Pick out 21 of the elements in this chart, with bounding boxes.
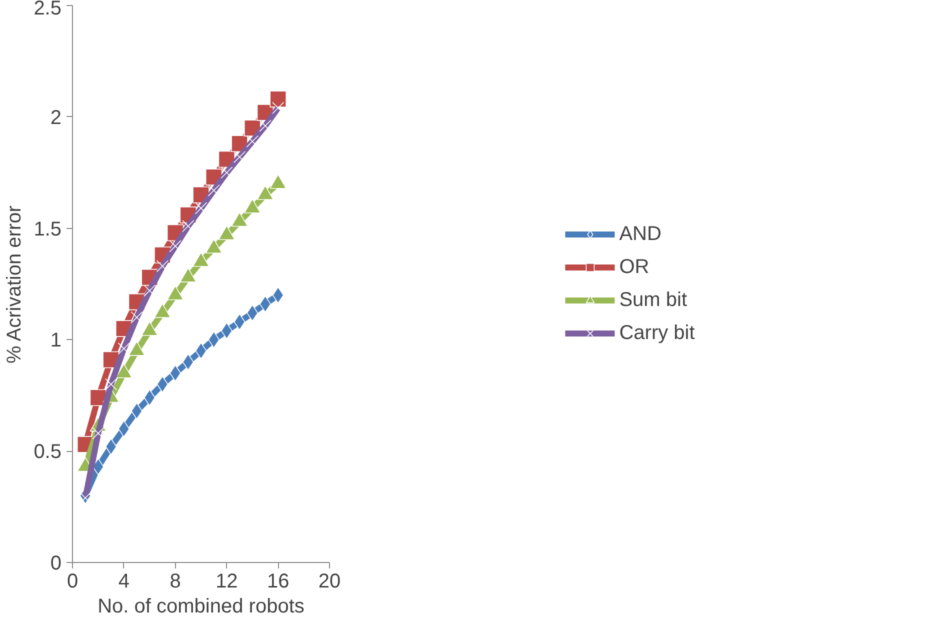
x-tick-label: 8 xyxy=(170,570,181,592)
legend-label: Sum bit xyxy=(619,288,688,312)
y-tick-label: 2 xyxy=(50,106,62,129)
x-tick-label: 16 xyxy=(266,570,290,592)
legend-label: OR xyxy=(619,256,650,278)
y-axis-title: % Acrivation error xyxy=(4,205,26,364)
x-tick-label: 12 xyxy=(216,570,238,592)
y-tick-label: 2.5 xyxy=(34,0,62,20)
point xyxy=(182,354,194,370)
x-tick-label: 0 xyxy=(66,570,78,592)
y-tick-label: 1 xyxy=(50,330,62,352)
y-tick-label: 0.5 xyxy=(34,441,62,464)
legend-label: AND xyxy=(619,222,662,246)
x-axis-title: No. of combined robots xyxy=(98,596,304,618)
legend-label: Carry bit xyxy=(619,322,695,344)
y-tick-label: 0 xyxy=(50,552,62,574)
x-tick-label: 20 xyxy=(318,570,341,592)
x-tick-label: 4 xyxy=(118,570,130,592)
point xyxy=(270,90,286,108)
point xyxy=(246,304,258,322)
y-tick-label: 1.5 xyxy=(34,218,62,240)
